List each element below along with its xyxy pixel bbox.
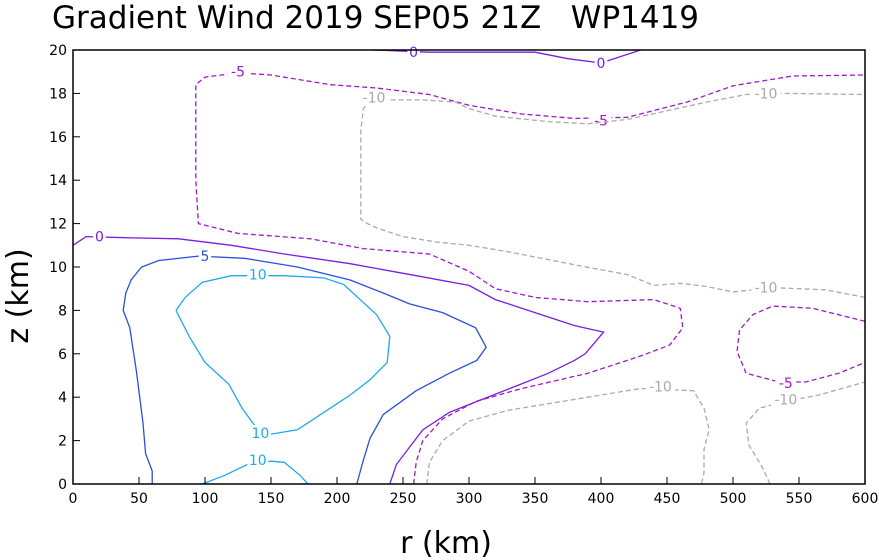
contour-label-bg — [407, 44, 420, 61]
axis-ticks: 0 50 100 150 200 250 300 350 400 450 500 550 6000246… — [49, 43, 878, 507]
y-tick-label: 12 — [49, 217, 67, 233]
contour-line-neg5 — [195, 72, 866, 485]
x-tick-label: 550 — [786, 491, 813, 507]
x-tick-label: 0 — [69, 491, 78, 507]
x-tick-label: 450 — [654, 491, 681, 507]
x-tick-label: 100 — [192, 491, 219, 507]
contour-label-bg — [590, 112, 612, 129]
x-tick-label: 150 — [258, 491, 285, 507]
x-tick-label: 500 — [720, 491, 747, 507]
contour-label: 0 — [409, 45, 418, 61]
contour-line-0 — [373, 49, 641, 64]
contour-label-bg — [93, 228, 106, 245]
contour-label-bg — [198, 248, 212, 265]
y-tick-label: 14 — [49, 173, 67, 189]
contour-line-neg10 — [745, 381, 866, 485]
y-tick-label: 8 — [58, 303, 67, 319]
x-tick-label: 350 — [522, 491, 549, 507]
y-tick-label: 6 — [58, 347, 67, 363]
contour-line-10 — [202, 460, 309, 485]
contour-label: 0 — [597, 56, 606, 72]
contour-line-neg10 — [360, 92, 866, 299]
contour-label: -5 — [231, 65, 245, 81]
contour-label-bg — [359, 89, 389, 106]
y-tick-label: 18 — [49, 86, 67, 102]
x-tick-label: 200 — [324, 491, 351, 507]
contour-label: 5 — [201, 249, 210, 265]
contour-label: -10 — [363, 91, 386, 107]
contour-label-bg — [775, 375, 797, 392]
contour-label: -10 — [755, 86, 778, 102]
contour-label: -10 — [755, 281, 778, 297]
contour-label-bg — [247, 266, 269, 283]
x-tick-label: 600 — [852, 491, 879, 507]
y-tick-label: 2 — [58, 434, 67, 450]
y-tick-label: 16 — [49, 130, 67, 146]
contour-line-5 — [122, 255, 487, 485]
contour-label-bg — [227, 63, 249, 80]
y-tick-label: 20 — [49, 43, 67, 59]
contour-line-neg10 — [426, 387, 710, 485]
y-axis-label: z (km) — [1, 248, 36, 343]
contour-label: -5 — [594, 114, 608, 130]
contour-label: -10 — [649, 379, 672, 395]
contour-label: -5 — [779, 376, 793, 392]
contour-line-10 — [175, 275, 391, 435]
y-tick-label: 10 — [49, 260, 67, 276]
contour-label-bg — [247, 452, 269, 469]
contour-label: -10 — [774, 392, 797, 408]
contour-label: 10 — [252, 426, 270, 442]
plot-frame — [72, 49, 866, 485]
x-tick-label: 50 — [130, 491, 148, 507]
x-axis-label: r (km) — [400, 526, 492, 560]
x-tick-label: 300 — [456, 491, 483, 507]
contour-label-bg — [645, 378, 676, 395]
contour-line-0 — [72, 235, 605, 485]
y-tick-label: 4 — [58, 390, 67, 406]
contour-label-bg — [249, 425, 271, 442]
contour-label: 0 — [95, 230, 104, 246]
contour-label: 10 — [249, 453, 267, 469]
x-tick-label: 250 — [390, 491, 417, 507]
contour-label-bg — [594, 55, 608, 72]
chart-title: Gradient Wind 2019 SEP05 21Z WP1419 — [52, 0, 699, 36]
contour-label-bg — [751, 85, 781, 102]
y-tick-label: 0 — [58, 477, 67, 493]
contour-label: 10 — [249, 268, 267, 284]
contour-line-neg5 — [736, 305, 866, 383]
x-tick-label: 400 — [588, 491, 615, 507]
contour-label-bg — [771, 391, 801, 408]
contour-label-bg — [751, 279, 781, 296]
